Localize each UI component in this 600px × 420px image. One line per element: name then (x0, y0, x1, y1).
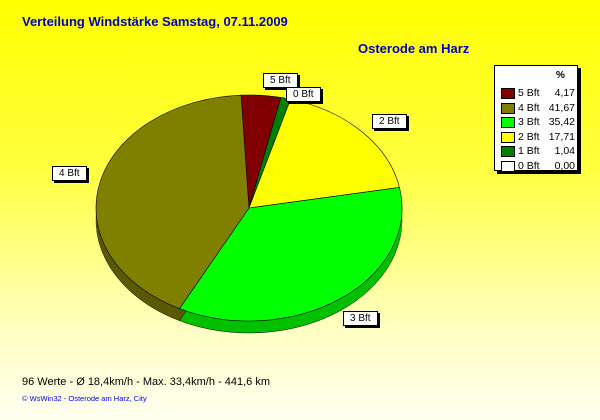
slice-label-2bft: 2 Bft (372, 114, 407, 129)
legend-label: 5 Bft (518, 87, 540, 99)
statistics-line: 96 Werte - Ø 18,4km/h - Max. 33,4km/h - … (22, 376, 270, 388)
legend-swatch (501, 102, 515, 114)
legend-swatch (501, 131, 515, 143)
legend-label: 0 Bft (518, 159, 540, 172)
legend-value: 4,17 (554, 87, 575, 99)
footer-credit: © WsWin32 - Osterode am Harz, City (22, 394, 147, 403)
pie-slice-4bft (95, 94, 250, 310)
legend-label: 3 Bft (518, 116, 540, 128)
slice-label-0bft: 0 Bft (286, 87, 321, 102)
legend-item: 4 Bft 41,67 (501, 102, 575, 114)
legend-swatch (501, 88, 515, 99)
chart-title: Verteilung Windstärke Samstag, 07.11.200… (22, 14, 288, 29)
legend-label: 4 Bft (518, 101, 540, 114)
legend-label: 2 Bft (518, 130, 540, 143)
legend-value: 1,04 (554, 145, 575, 157)
slice-label-4bft: 4 Bft (52, 166, 87, 181)
slice-label-5bft: 5 Bft (263, 73, 298, 88)
legend-item: 1 Bft 1,04 (501, 145, 575, 157)
legend-value: 0,00 (554, 159, 575, 172)
legend-value: 41,67 (548, 101, 575, 114)
legend-swatch (501, 117, 515, 128)
legend-item: 5 Bft 4,17 (501, 87, 575, 99)
legend-header: % (556, 70, 565, 81)
legend-item: 0 Bft 0,00 (501, 160, 575, 172)
legend-value: 35,42 (548, 116, 575, 128)
slice-label-3bft: 3 Bft (343, 311, 378, 326)
legend-swatch (501, 160, 515, 172)
pie-slice-3bft (179, 187, 403, 322)
legend-item: 2 Bft 17,71 (501, 131, 575, 143)
legend-value: 17,71 (548, 130, 575, 143)
pie-slice-2bft (248, 98, 400, 209)
legend-swatch (501, 146, 515, 157)
legend: % 5 Bft 4,17 4 Bft 41,67 3 Bft 35,42 2 Bft 17,7… (494, 65, 578, 172)
location-label: Osterode am Harz (358, 41, 470, 56)
legend-label: 1 Bft (518, 145, 540, 157)
legend-item: 3 Bft 35,42 (501, 116, 575, 128)
